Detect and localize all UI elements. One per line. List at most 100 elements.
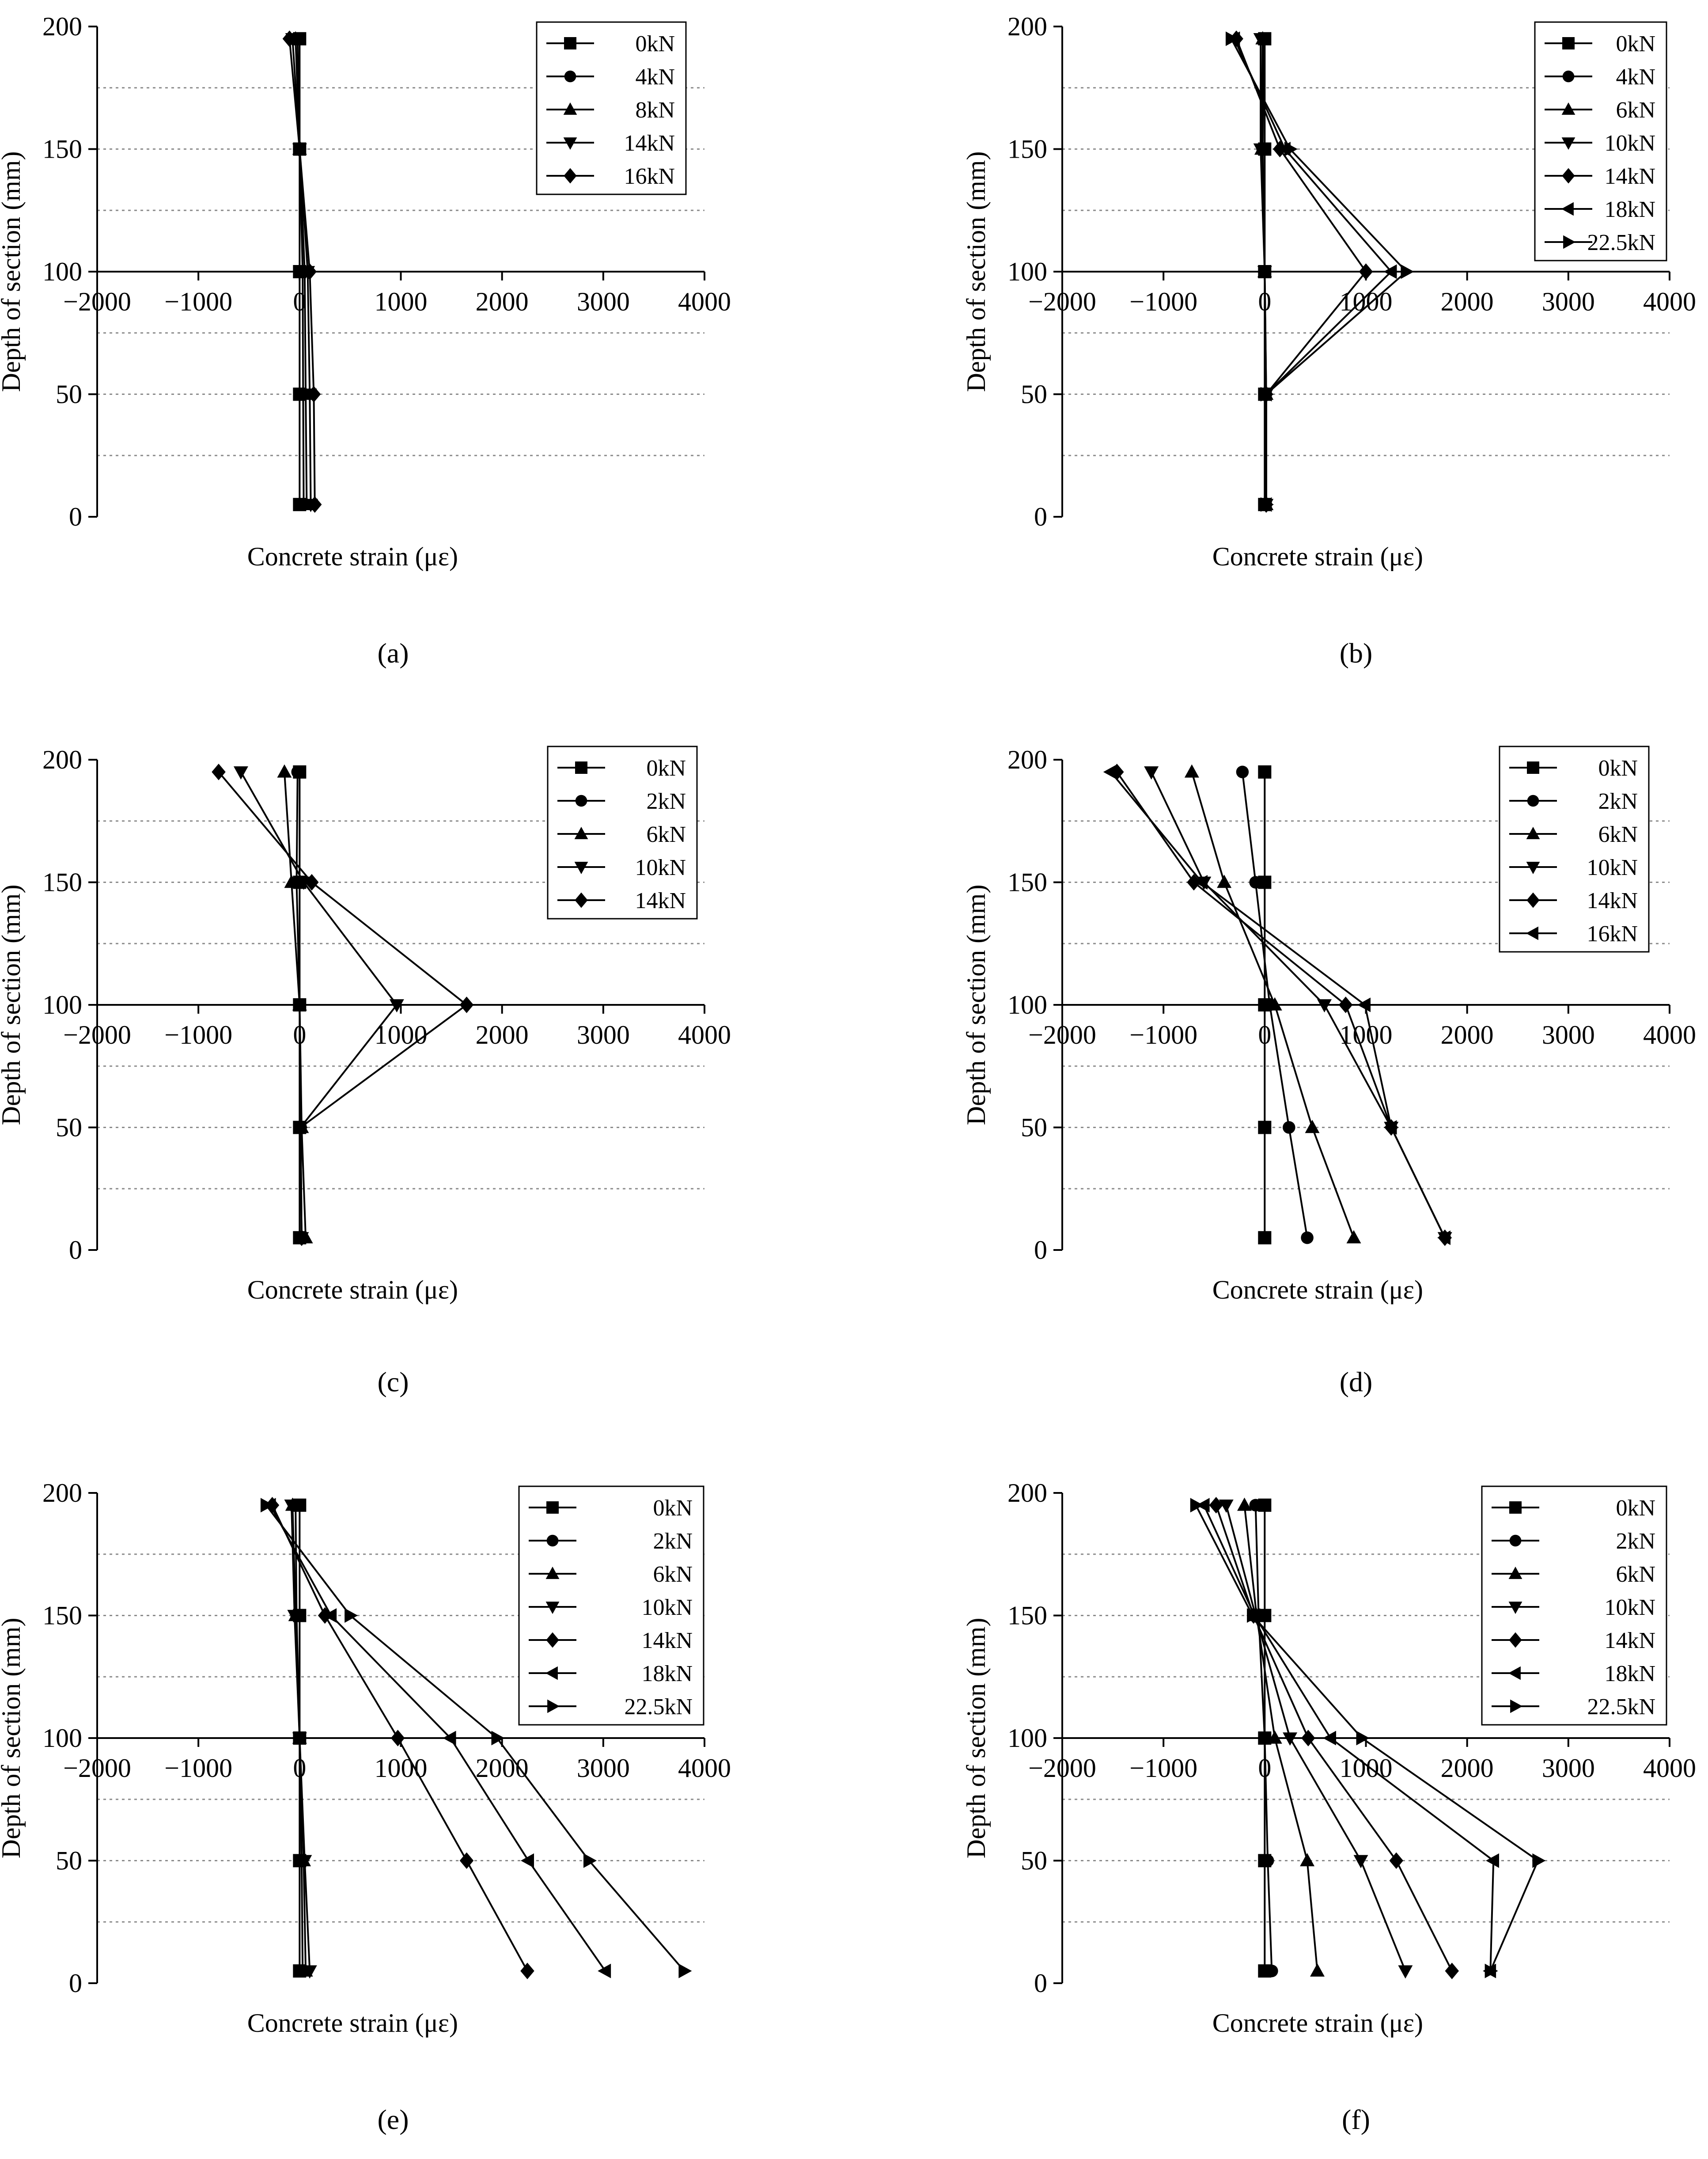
legend-marker <box>1562 168 1575 184</box>
y-tick-label: 50 <box>1021 1846 1047 1875</box>
data-point <box>1261 497 1274 512</box>
legend-marker <box>545 1666 558 1680</box>
legend-label: 6kN <box>1616 98 1655 123</box>
data-point <box>1103 765 1117 780</box>
legend-marker <box>1526 826 1540 839</box>
data-point <box>1261 1854 1274 1867</box>
legend-marker <box>575 795 587 807</box>
data-point <box>459 996 474 1013</box>
legend-marker <box>546 1534 559 1547</box>
legend-marker <box>1508 1602 1522 1614</box>
x-tick-label: 3000 <box>1542 287 1595 316</box>
data-point <box>282 30 297 47</box>
legend-marker <box>1508 1566 1522 1579</box>
legend-label: 8kN <box>635 98 675 123</box>
data-point <box>1437 1230 1450 1245</box>
legend-marker <box>563 102 577 115</box>
data-point <box>1283 1732 1298 1746</box>
data-point <box>1401 264 1414 279</box>
legend-label: 0kN <box>646 756 686 781</box>
x-tick-label: 2000 <box>476 287 529 316</box>
legend: 0kN 4kN 6kN 10kN 14kN 18kN 22.5kN <box>1534 21 1667 261</box>
legend-label: 14kN <box>635 888 686 913</box>
y-axis-label: Depth of section (mm) <box>962 152 991 392</box>
y-tick-label: 0 <box>69 1235 82 1265</box>
data-point <box>1300 1853 1315 1867</box>
legend-label: 14kN <box>1587 888 1638 913</box>
data-point <box>295 1229 309 1246</box>
data-point <box>1338 996 1353 1013</box>
legend-marker <box>546 1632 559 1648</box>
legend-marker <box>1509 1534 1522 1547</box>
y-tick-label: 50 <box>56 380 82 409</box>
data-point <box>1261 387 1274 401</box>
data-point <box>293 1119 308 1136</box>
legend-label: 2kN <box>653 1529 693 1554</box>
data-point <box>491 1731 505 1746</box>
legend-marker <box>1526 862 1540 875</box>
y-tick-label: 100 <box>42 990 82 1019</box>
legend-marker <box>1563 235 1576 249</box>
x-tick-label: 4000 <box>1643 1020 1696 1049</box>
data-point <box>1237 1497 1252 1511</box>
data-point <box>1209 1497 1223 1514</box>
panel-caption: (a) <box>377 637 409 669</box>
y-axis-label: Depth of section (mm) <box>962 885 991 1125</box>
x-tick-label: 1000 <box>375 1020 428 1049</box>
data-point <box>233 766 248 780</box>
panel-caption: (b) <box>1340 637 1373 669</box>
data-point <box>520 1962 534 1979</box>
series-6kN <box>1237 1497 1325 1977</box>
legend-label: 14kN <box>1604 1628 1655 1653</box>
y-tick-label: 200 <box>1007 745 1047 774</box>
y-tick-label: 100 <box>1007 257 1047 286</box>
x-tick-label: 4000 <box>678 1020 731 1049</box>
legend-label: 0kN <box>653 1496 693 1521</box>
legend-marker <box>1510 1699 1523 1713</box>
data-point <box>1486 1853 1499 1868</box>
y-tick-label: 150 <box>42 135 82 164</box>
data-point <box>1398 1965 1413 1979</box>
legend-marker <box>574 826 588 839</box>
legend: 0kN 4kN 8kN 14kN 16kN <box>536 21 687 195</box>
x-tick-label: −1000 <box>1129 287 1197 316</box>
data-point <box>1187 874 1201 891</box>
y-tick-label: 0 <box>69 1969 82 1998</box>
data-point <box>443 1731 456 1746</box>
x-axis-label: Concrete strain (με) <box>247 1275 458 1304</box>
y-axis-label: Depth of section (mm) <box>0 1618 26 1859</box>
series-10kN <box>1144 766 1452 1246</box>
legend-label: 6kN <box>646 822 686 847</box>
legend-label: 2kN <box>1616 1529 1655 1554</box>
y-tick-label: 0 <box>69 502 82 531</box>
legend-label: 22.5kN <box>1587 1694 1655 1720</box>
y-tick-label: 200 <box>1007 12 1047 41</box>
y-tick-label: 150 <box>1007 135 1047 164</box>
data-point <box>1190 1498 1204 1513</box>
legend-label: 0kN <box>1616 31 1655 57</box>
data-point <box>1532 1853 1546 1868</box>
legend-label: 6kN <box>1598 822 1638 847</box>
data-point <box>1357 997 1371 1012</box>
legend-label: 2kN <box>646 789 686 814</box>
legend: 0kN 2kN 6kN 10kN 14kN 18kN 22.5kN <box>518 1485 704 1726</box>
data-point <box>1301 1730 1315 1746</box>
data-point <box>1249 876 1262 889</box>
data-point <box>292 1732 307 1746</box>
legend-marker <box>1561 102 1575 115</box>
data-point <box>1383 264 1397 279</box>
series-10kN <box>1219 1500 1413 1979</box>
legend-label: 0kN <box>1616 1496 1655 1521</box>
legend-label: 4kN <box>1616 64 1655 90</box>
legend-marker <box>563 137 577 150</box>
data-point <box>1258 1231 1272 1245</box>
data-point <box>1265 1965 1278 1977</box>
y-tick-label: 100 <box>1007 1723 1047 1753</box>
legend-marker <box>1561 202 1574 216</box>
legend-label: 14kN <box>641 1628 693 1653</box>
series-10kN <box>233 766 404 1246</box>
data-point <box>1389 1852 1403 1869</box>
data-point <box>1383 1120 1397 1135</box>
